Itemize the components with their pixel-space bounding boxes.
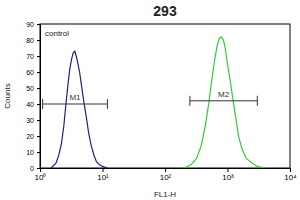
histogram-line [51,51,107,168]
x-axis: 10⁰ 10¹ 10² 10³ 10⁴ [35,168,298,182]
title: 293 [153,3,177,19]
plot-frame [40,24,290,168]
y-tick-label: 30 [26,117,34,124]
gate-cap [189,96,190,106]
y-tick-mark [37,88,40,89]
gate-label: M1 [69,93,81,102]
x-tick-label: 10³ [222,173,234,182]
y-tick-mark [37,152,40,153]
y-tick: 60 [26,69,40,76]
y-tick-label: 70 [26,53,34,60]
y-tick-mark [37,72,40,73]
x-tick-label: 10² [160,173,172,182]
y-tick-label: 80 [26,37,34,44]
x-tick-label: 10⁴ [284,173,297,182]
y-tick-label: 50 [26,85,34,92]
y-tick-label: 40 [26,101,34,108]
x-tick: 10³ [222,168,234,182]
gate-cap [107,99,108,109]
y-tick: 30 [26,117,40,124]
y-tick: 90 [26,21,40,28]
y-tick-mark [37,136,40,137]
y-tick: 0 [30,165,40,172]
y-tick: 20 [26,133,40,140]
y-tick: 40 [26,101,40,108]
gate-cap [42,99,43,109]
x-tick-mark [103,168,104,172]
y-tick-mark [37,56,40,57]
histogram-line [184,37,265,168]
x-tick-label: 10¹ [97,173,109,182]
x-axis-title: FL1-H [154,190,176,199]
y-tick: 70 [26,53,40,60]
gate-cap [257,96,258,106]
x-tick: 10¹ [97,168,109,182]
y-axis-title: Counts [3,83,12,108]
x-tick: 10² [160,168,172,182]
y-tick-mark [37,120,40,121]
y-tick-label: 0 [30,165,34,172]
x-tick-mark [165,168,166,172]
x-tick-label: 10⁰ [35,173,47,182]
gate-label: M2 [218,90,230,99]
y-tick-mark [37,168,40,169]
y-tick-mark [37,24,40,25]
y-tick-label: 20 [26,133,34,140]
x-tick-mark [228,168,229,172]
y-axis: 0 10 20 30 40 50 60 70 80 90 [26,21,40,172]
y-tick: 10 [26,149,40,156]
gate-bar [43,104,108,105]
x-axis-line [41,169,291,173]
y-tick: 80 [26,37,40,44]
y-axis-line [37,25,41,169]
chart: 10⁰ 10¹ 10² 10³ 10⁴ 0 10 20 30 40 50 60 70 80 90 293 FL1… [0,0,300,200]
gate-bar [190,100,257,101]
x-tick-mark [290,168,291,172]
y-tick-label: 90 [26,21,34,28]
legend-entry: control [45,29,69,38]
y-tick-mark [37,40,40,41]
y-tick-label: 10 [26,149,34,156]
y-tick-mark [37,104,40,105]
y-tick-label: 60 [26,69,34,76]
y-tick: 50 [26,85,40,92]
x-tick: 10⁴ [284,168,297,182]
x-tick: 10⁰ [35,168,47,182]
plot-area [43,37,266,168]
